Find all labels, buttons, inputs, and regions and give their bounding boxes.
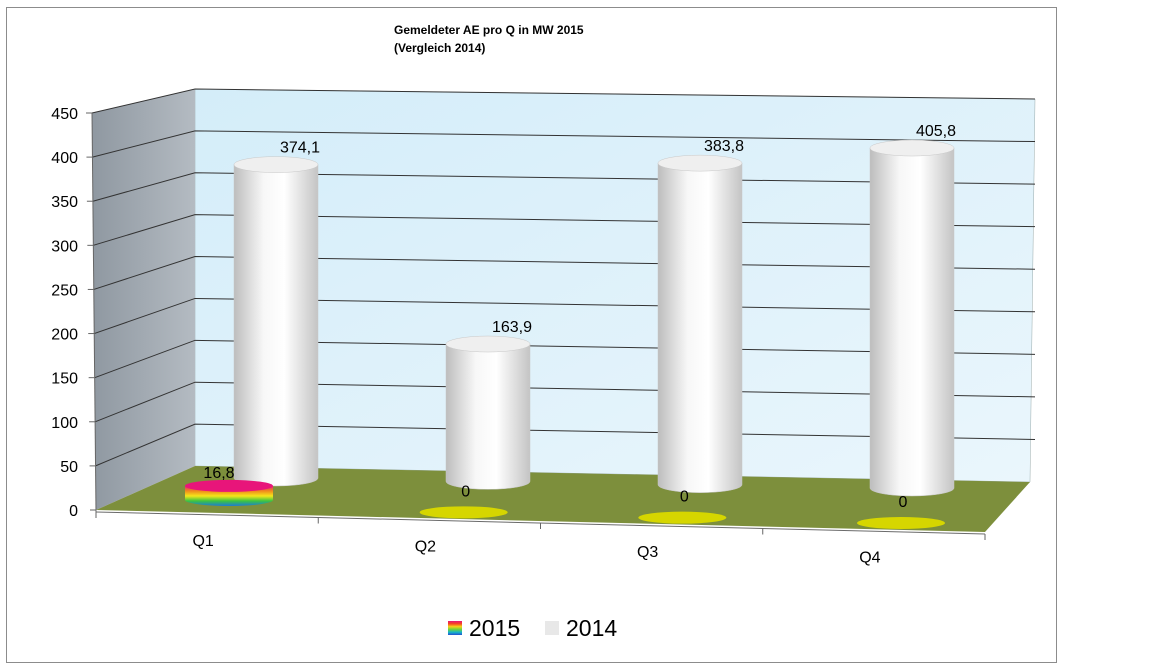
bar-2014-Q4 xyxy=(869,147,955,497)
chart-title-line-2: (Vergleich 2014) xyxy=(394,41,485,55)
y-tick-label: 200 xyxy=(51,327,78,344)
bar-2015-Q4 xyxy=(857,517,945,529)
y-axis-ticks: 0 50 100 150 200 250 300 350 400 450 xyxy=(51,106,97,520)
bar-2015-Q2 xyxy=(419,506,508,519)
y-tick-label: 400 xyxy=(51,150,78,167)
x-axis-categories: Q1 Q2 Q3 Q4 xyxy=(95,512,986,566)
gridline xyxy=(93,256,1036,290)
bar-2014-cap xyxy=(445,335,531,353)
data-label-2014: 383,8 xyxy=(704,138,744,155)
data-labels: 374,1 16,8 163,9 0 383,8 0 405,8 0 xyxy=(203,123,956,511)
y-tick-label: 350 xyxy=(51,194,78,211)
y-tick-label: 150 xyxy=(51,371,78,388)
bar-2014-Q3 xyxy=(657,162,743,493)
gridline xyxy=(95,423,1036,467)
gridline xyxy=(94,381,1036,423)
category-label: Q1 xyxy=(192,533,213,550)
y-tick-label: 450 xyxy=(51,106,78,123)
gridline xyxy=(92,172,1036,202)
legend-label-2014: 2014 xyxy=(566,615,617,641)
legend-swatch-2015 xyxy=(448,621,462,635)
chart-side-wall xyxy=(92,89,195,510)
bar-2014-cap xyxy=(233,156,319,173)
category-label: Q3 xyxy=(637,544,658,561)
legend-swatch-2014 xyxy=(545,621,559,635)
y-tick-label: 100 xyxy=(51,415,78,432)
bar-2015-Q3 xyxy=(638,511,727,524)
category-label: Q4 xyxy=(859,549,880,566)
data-label-2015: 16,8 xyxy=(203,465,234,482)
bar-2014-cap xyxy=(657,154,743,172)
y-axis-line xyxy=(91,112,97,513)
bar-2015-cap xyxy=(185,479,273,492)
chart-title-line-1: Gemeldeter AE pro Q in MW 2015 xyxy=(394,23,584,37)
y-tick-label: 300 xyxy=(51,238,78,255)
chart-floor xyxy=(96,466,1030,532)
data-label-2014: 405,8 xyxy=(916,123,956,140)
data-label-2014: 163,9 xyxy=(492,319,532,336)
data-label-2015: 0 xyxy=(680,489,689,506)
bar-2014-Q1 xyxy=(233,164,319,487)
gridline xyxy=(94,339,1036,379)
y-tick-label: 0 xyxy=(69,503,78,520)
data-label-2015: 0 xyxy=(461,483,470,500)
bar-2014-cap xyxy=(869,139,955,157)
y-tick-label: 250 xyxy=(51,282,78,299)
data-label-2014: 374,1 xyxy=(280,140,320,157)
gridline xyxy=(94,297,1036,335)
category-label: Q2 xyxy=(415,538,436,555)
grid-layer xyxy=(91,88,1036,467)
bars-layer xyxy=(185,139,955,529)
gridline xyxy=(93,214,1036,246)
bar-2014-Q2 xyxy=(445,343,531,490)
y-tick-label: 50 xyxy=(60,459,78,476)
gridline xyxy=(91,88,1036,114)
data-label-2015: 0 xyxy=(899,494,908,511)
legend: 2015 2014 xyxy=(448,615,617,641)
legend-label-2015: 2015 xyxy=(469,615,520,641)
gridline xyxy=(92,130,1036,158)
